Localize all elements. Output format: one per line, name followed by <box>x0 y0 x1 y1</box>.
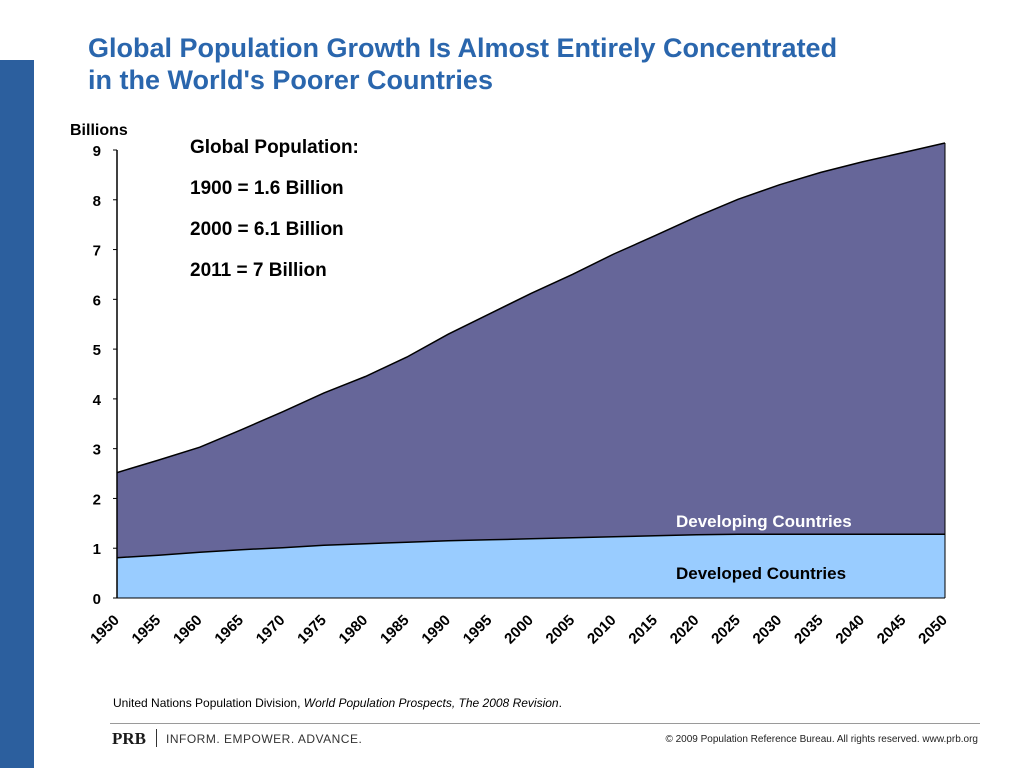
y-tick-label: 6 <box>93 292 101 309</box>
side-accent-bar <box>0 60 34 768</box>
x-tick-label: 2030 <box>750 612 786 648</box>
slide-title: Global Population Growth Is Almost Entir… <box>88 32 988 96</box>
x-tick-label: 2005 <box>543 612 579 648</box>
x-tick-label: 1970 <box>253 612 289 648</box>
prb-logo: PRB <box>112 729 146 748</box>
slide-title-line-2: in the World's Poorer Countries <box>88 65 493 95</box>
logo-separator <box>156 729 157 747</box>
x-tick-label: 2035 <box>791 612 827 648</box>
y-tick-label: 3 <box>93 442 101 459</box>
note-heading: Global Population: <box>190 137 359 158</box>
series-line-developing-countries <box>116 142 946 474</box>
footer-tagline: INFORM. EMPOWER. ADVANCE. <box>166 732 363 746</box>
y-tick-label: 9 <box>93 143 101 160</box>
legend-label-developing-countries: Developing Countries <box>676 512 852 531</box>
note-1900: 1900 = 1.6 Billion <box>190 178 344 199</box>
x-tick-label: 1995 <box>460 612 496 648</box>
x-tick-label: 2025 <box>708 612 744 648</box>
note-2011: 2011 = 7 Billion <box>190 260 327 281</box>
note-2000: 2000 = 6.1 Billion <box>190 219 344 240</box>
x-tick-label: 1975 <box>294 612 330 648</box>
x-tick-label: 1985 <box>377 612 413 648</box>
x-tick-label: 2045 <box>874 612 910 648</box>
y-tick-label: 7 <box>93 243 101 260</box>
area-developing-countries <box>117 143 945 558</box>
x-tick-label: 1950 <box>87 612 123 648</box>
x-tick-label: 2020 <box>667 612 703 648</box>
x-tick-label: 2050 <box>915 612 951 648</box>
x-tick-label: 1965 <box>211 612 247 648</box>
y-tick-label: 5 <box>93 342 101 359</box>
source-suffix: . <box>558 696 562 710</box>
footer-divider <box>110 723 980 724</box>
source-prefix: United Nations Population Division, <box>113 696 304 710</box>
legend-label-developed-countries: Developed Countries <box>676 564 846 583</box>
source-citation: United Nations Population Division, Worl… <box>113 696 562 710</box>
x-tick-label: 2000 <box>501 612 537 648</box>
area-developed-countries <box>117 534 945 598</box>
x-tick-label: 1955 <box>129 612 165 648</box>
y-tick-label: 8 <box>93 193 101 210</box>
x-tick-label: 2015 <box>625 612 661 648</box>
x-tick-label: 2040 <box>832 612 868 648</box>
x-tick-label: 1990 <box>418 612 454 648</box>
y-tick-label: 1 <box>93 541 101 558</box>
x-tick-label: 1960 <box>170 612 206 648</box>
y-axis-label: Billions <box>70 122 128 139</box>
y-tick-label: 4 <box>93 392 102 409</box>
series-line-developed-countries <box>116 533 945 559</box>
copyright-notice: © 2009 Population Reference Bureau. All … <box>665 734 978 745</box>
x-tick-label: 1980 <box>336 612 372 648</box>
x-tick-label: 2010 <box>584 612 620 648</box>
slide-title-line-1: Global Population Growth Is Almost Entir… <box>88 33 838 63</box>
y-tick-label: 0 <box>93 591 101 608</box>
source-title: World Population Prospects, The 2008 Rev… <box>303 696 559 710</box>
y-tick-label: 2 <box>93 491 101 508</box>
